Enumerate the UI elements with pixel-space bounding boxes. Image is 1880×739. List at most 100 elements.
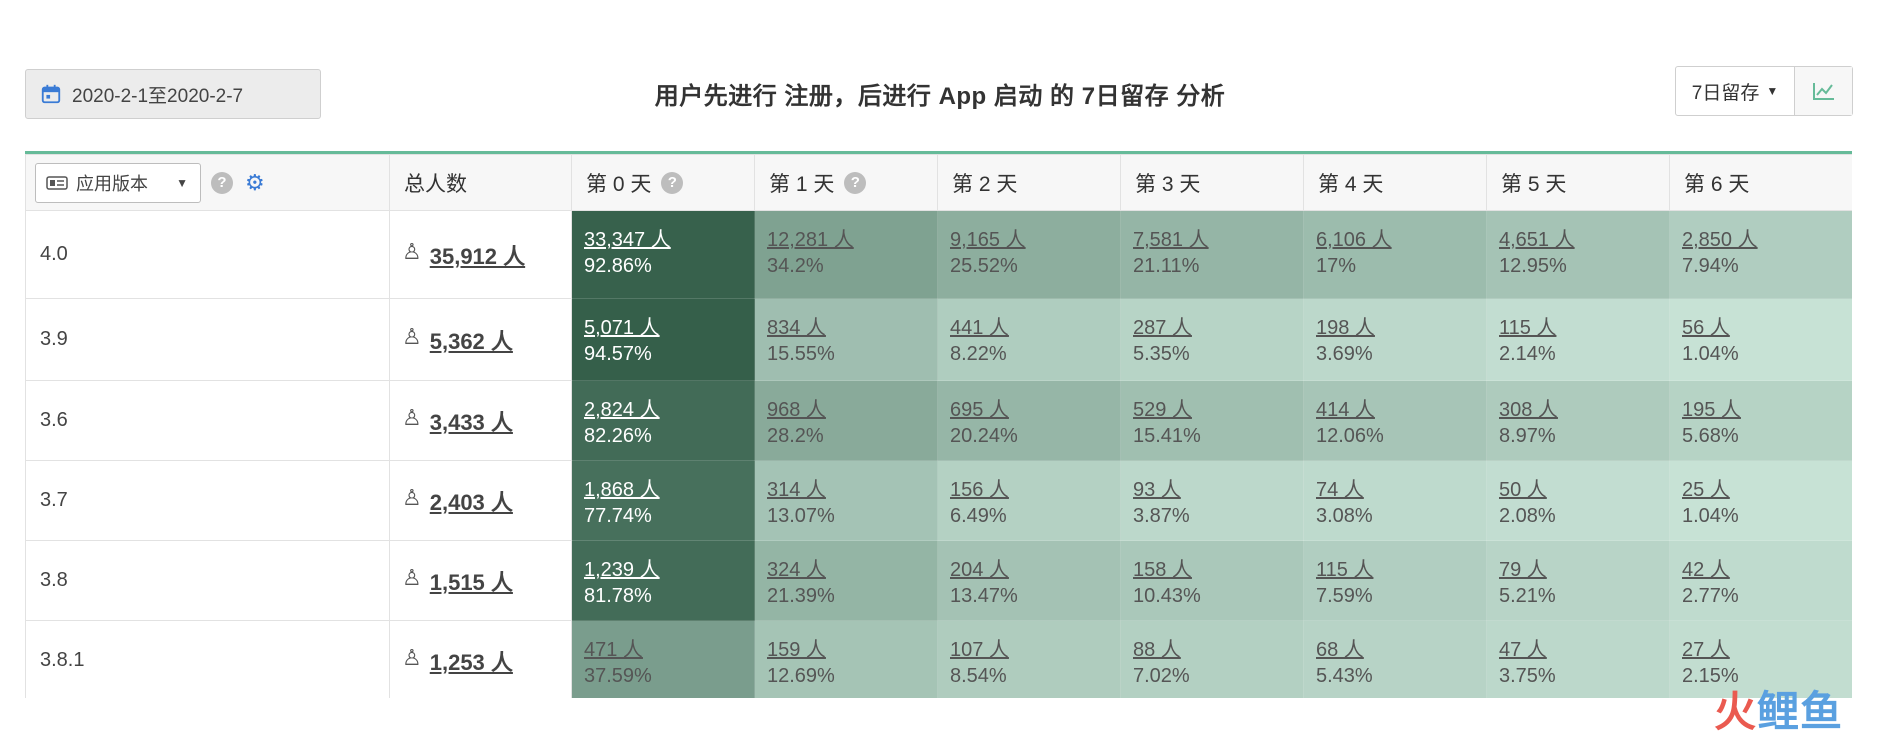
- retention-percent: 34.2%: [767, 255, 824, 277]
- question-icon[interactable]: ?: [844, 171, 867, 194]
- retention-count-link[interactable]: 314 人: [767, 479, 826, 501]
- retention-cell[interactable]: 56 人 1.04%: [1669, 298, 1852, 381]
- retention-count-link[interactable]: 7,581 人: [1133, 229, 1209, 251]
- retention-count-link[interactable]: 204 人: [950, 559, 1009, 581]
- gear-icon[interactable]: ⚙: [245, 169, 265, 195]
- retention-count-link[interactable]: 414 人: [1316, 399, 1375, 421]
- retention-count-link[interactable]: 50 人: [1499, 479, 1547, 501]
- retention-count-link[interactable]: 834 人: [767, 317, 826, 339]
- retention-count-link[interactable]: 159 人: [767, 639, 826, 661]
- retention-count-link[interactable]: 1,868 人: [584, 479, 660, 501]
- retention-cell[interactable]: 198 人 3.69%: [1303, 298, 1487, 381]
- retention-cell[interactable]: 79 人 5.21%: [1486, 540, 1670, 621]
- retention-count-link[interactable]: 33,347 人: [584, 229, 671, 251]
- retention-count-link[interactable]: 56 人: [1682, 317, 1730, 339]
- retention-count-link[interactable]: 195 人: [1682, 399, 1741, 421]
- retention-count-link[interactable]: 158 人: [1133, 559, 1192, 581]
- retention-count-link[interactable]: 47 人: [1499, 639, 1547, 661]
- retention-cell[interactable]: 5,071 人 94.57%: [571, 298, 755, 381]
- date-range-picker[interactable]: 2020-2-1至2020-2-7: [25, 69, 321, 119]
- retention-cell[interactable]: 324 人 21.39%: [754, 540, 938, 621]
- retention-cell[interactable]: 4,651 人 12.95%: [1486, 210, 1670, 299]
- retention-count-link[interactable]: 1,239 人: [584, 559, 660, 581]
- question-icon[interactable]: ?: [661, 171, 684, 194]
- retention-cell[interactable]: 33,347 人 92.86%: [571, 210, 755, 299]
- total-users-link[interactable]: 5,362 人: [429, 328, 513, 354]
- retention-cell[interactable]: 156 人 6.49%: [937, 460, 1121, 541]
- retention-count-link[interactable]: 4,651 人: [1499, 229, 1575, 251]
- retention-count-link[interactable]: 12,281 人: [767, 229, 854, 251]
- retention-count-link[interactable]: 115 人: [1499, 317, 1557, 339]
- table-row: 3.8.1 ♙ 1,253 人 471 人 37.59% 159 人 12.69% 107 人…: [25, 620, 1852, 698]
- retention-cell[interactable]: 1,239 人 81.78%: [571, 540, 755, 621]
- retention-cell[interactable]: 834 人 15.55%: [754, 298, 938, 381]
- retention-count-link[interactable]: 88 人: [1133, 639, 1181, 661]
- retention-count-link[interactable]: 27 人: [1682, 639, 1730, 661]
- retention-count-link[interactable]: 79 人: [1499, 559, 1547, 581]
- retention-cell[interactable]: 27 人 2.15%: [1669, 620, 1852, 698]
- retention-cell[interactable]: 314 人 13.07%: [754, 460, 938, 541]
- retention-count-link[interactable]: 5,071 人: [584, 317, 660, 339]
- total-users-link[interactable]: 1,253 人: [429, 649, 513, 675]
- total-users-link[interactable]: 1,515 人: [429, 569, 513, 595]
- retention-count-link[interactable]: 198 人: [1316, 317, 1375, 339]
- retention-cell[interactable]: 88 人 7.02%: [1120, 620, 1304, 698]
- retention-count-link[interactable]: 42 人: [1682, 559, 1730, 581]
- retention-cell[interactable]: 195 人 5.68%: [1669, 380, 1852, 461]
- retention-cell[interactable]: 115 人 2.14%: [1486, 298, 1670, 381]
- retention-cell[interactable]: 42 人 2.77%: [1669, 540, 1852, 621]
- retention-cell[interactable]: 1,868 人 77.74%: [571, 460, 755, 541]
- retention-cell[interactable]: 93 人 3.87%: [1120, 460, 1304, 541]
- retention-cell[interactable]: 74 人 3.08%: [1303, 460, 1487, 541]
- retention-count-link[interactable]: 2,850 人: [1682, 229, 1758, 251]
- retention-count-link[interactable]: 287 人: [1133, 317, 1192, 339]
- retention-cell[interactable]: 25 人 1.04%: [1669, 460, 1852, 541]
- retention-count-link[interactable]: 529 人: [1133, 399, 1192, 421]
- retention-count-link[interactable]: 695 人: [950, 399, 1009, 421]
- retention-cell[interactable]: 115 人 7.59%: [1303, 540, 1487, 621]
- total-users-link[interactable]: 2,403 人: [429, 489, 513, 515]
- retention-count-link[interactable]: 93 人: [1133, 479, 1181, 501]
- retention-cell[interactable]: 7,581 人 21.11%: [1120, 210, 1304, 299]
- total-users-link[interactable]: 35,912 人: [429, 243, 526, 269]
- retention-cell[interactable]: 441 人 8.22%: [937, 298, 1121, 381]
- retention-count-link[interactable]: 115 人: [1316, 559, 1374, 581]
- retention-cell[interactable]: 471 人 37.59%: [571, 620, 755, 698]
- retention-count-link[interactable]: 968 人: [767, 399, 826, 421]
- retention-cell[interactable]: 529 人 15.41%: [1120, 380, 1304, 461]
- retention-cell[interactable]: 107 人 8.54%: [937, 620, 1121, 698]
- retention-cell[interactable]: 287 人 5.35%: [1120, 298, 1304, 381]
- group-by-select[interactable]: 应用版本 ▼: [35, 162, 201, 203]
- retention-count-link[interactable]: 308 人: [1499, 399, 1558, 421]
- retention-count-link[interactable]: 107 人: [950, 639, 1009, 661]
- retention-count-link[interactable]: 6,106 人: [1316, 229, 1392, 251]
- retention-cell[interactable]: 159 人 12.69%: [754, 620, 938, 698]
- retention-count-link[interactable]: 74 人: [1316, 479, 1364, 501]
- retention-cell[interactable]: 308 人 8.97%: [1486, 380, 1670, 461]
- retention-cell[interactable]: 2,824 人 82.26%: [571, 380, 755, 461]
- retention-cell[interactable]: 50 人 2.08%: [1486, 460, 1670, 541]
- retention-cell[interactable]: 968 人 28.2%: [754, 380, 938, 461]
- retention-cell[interactable]: 12,281 人 34.2%: [754, 210, 938, 299]
- question-icon[interactable]: ?: [211, 171, 233, 194]
- retention-type-dropdown[interactable]: 7日留存 ▼: [1676, 67, 1795, 115]
- retention-cell[interactable]: 6,106 人 17%: [1303, 210, 1487, 299]
- chart-toggle-button[interactable]: [1795, 67, 1852, 115]
- total-users-link[interactable]: 3,433 人: [429, 409, 513, 435]
- retention-count-link[interactable]: 25 人: [1682, 479, 1730, 501]
- retention-count-link[interactable]: 441 人: [950, 317, 1009, 339]
- retention-cell[interactable]: 695 人 20.24%: [937, 380, 1121, 461]
- retention-cell[interactable]: 414 人 12.06%: [1303, 380, 1487, 461]
- retention-cell[interactable]: 9,165 人 25.52%: [937, 210, 1121, 299]
- retention-count-link[interactable]: 2,824 人: [584, 399, 660, 421]
- retention-cell[interactable]: 68 人 5.43%: [1303, 620, 1487, 698]
- retention-count-link[interactable]: 471 人: [584, 639, 643, 661]
- retention-cell[interactable]: 2,850 人 7.94%: [1669, 210, 1852, 299]
- retention-count-link[interactable]: 156 人: [950, 479, 1009, 501]
- retention-count-link[interactable]: 68 人: [1316, 639, 1364, 661]
- retention-cell[interactable]: 158 人 10.43%: [1120, 540, 1304, 621]
- retention-cell[interactable]: 204 人 13.47%: [937, 540, 1121, 621]
- retention-count-link[interactable]: 9,165 人: [950, 229, 1026, 251]
- retention-count-link[interactable]: 324 人: [767, 559, 826, 581]
- retention-cell[interactable]: 47 人 3.75%: [1486, 620, 1670, 698]
